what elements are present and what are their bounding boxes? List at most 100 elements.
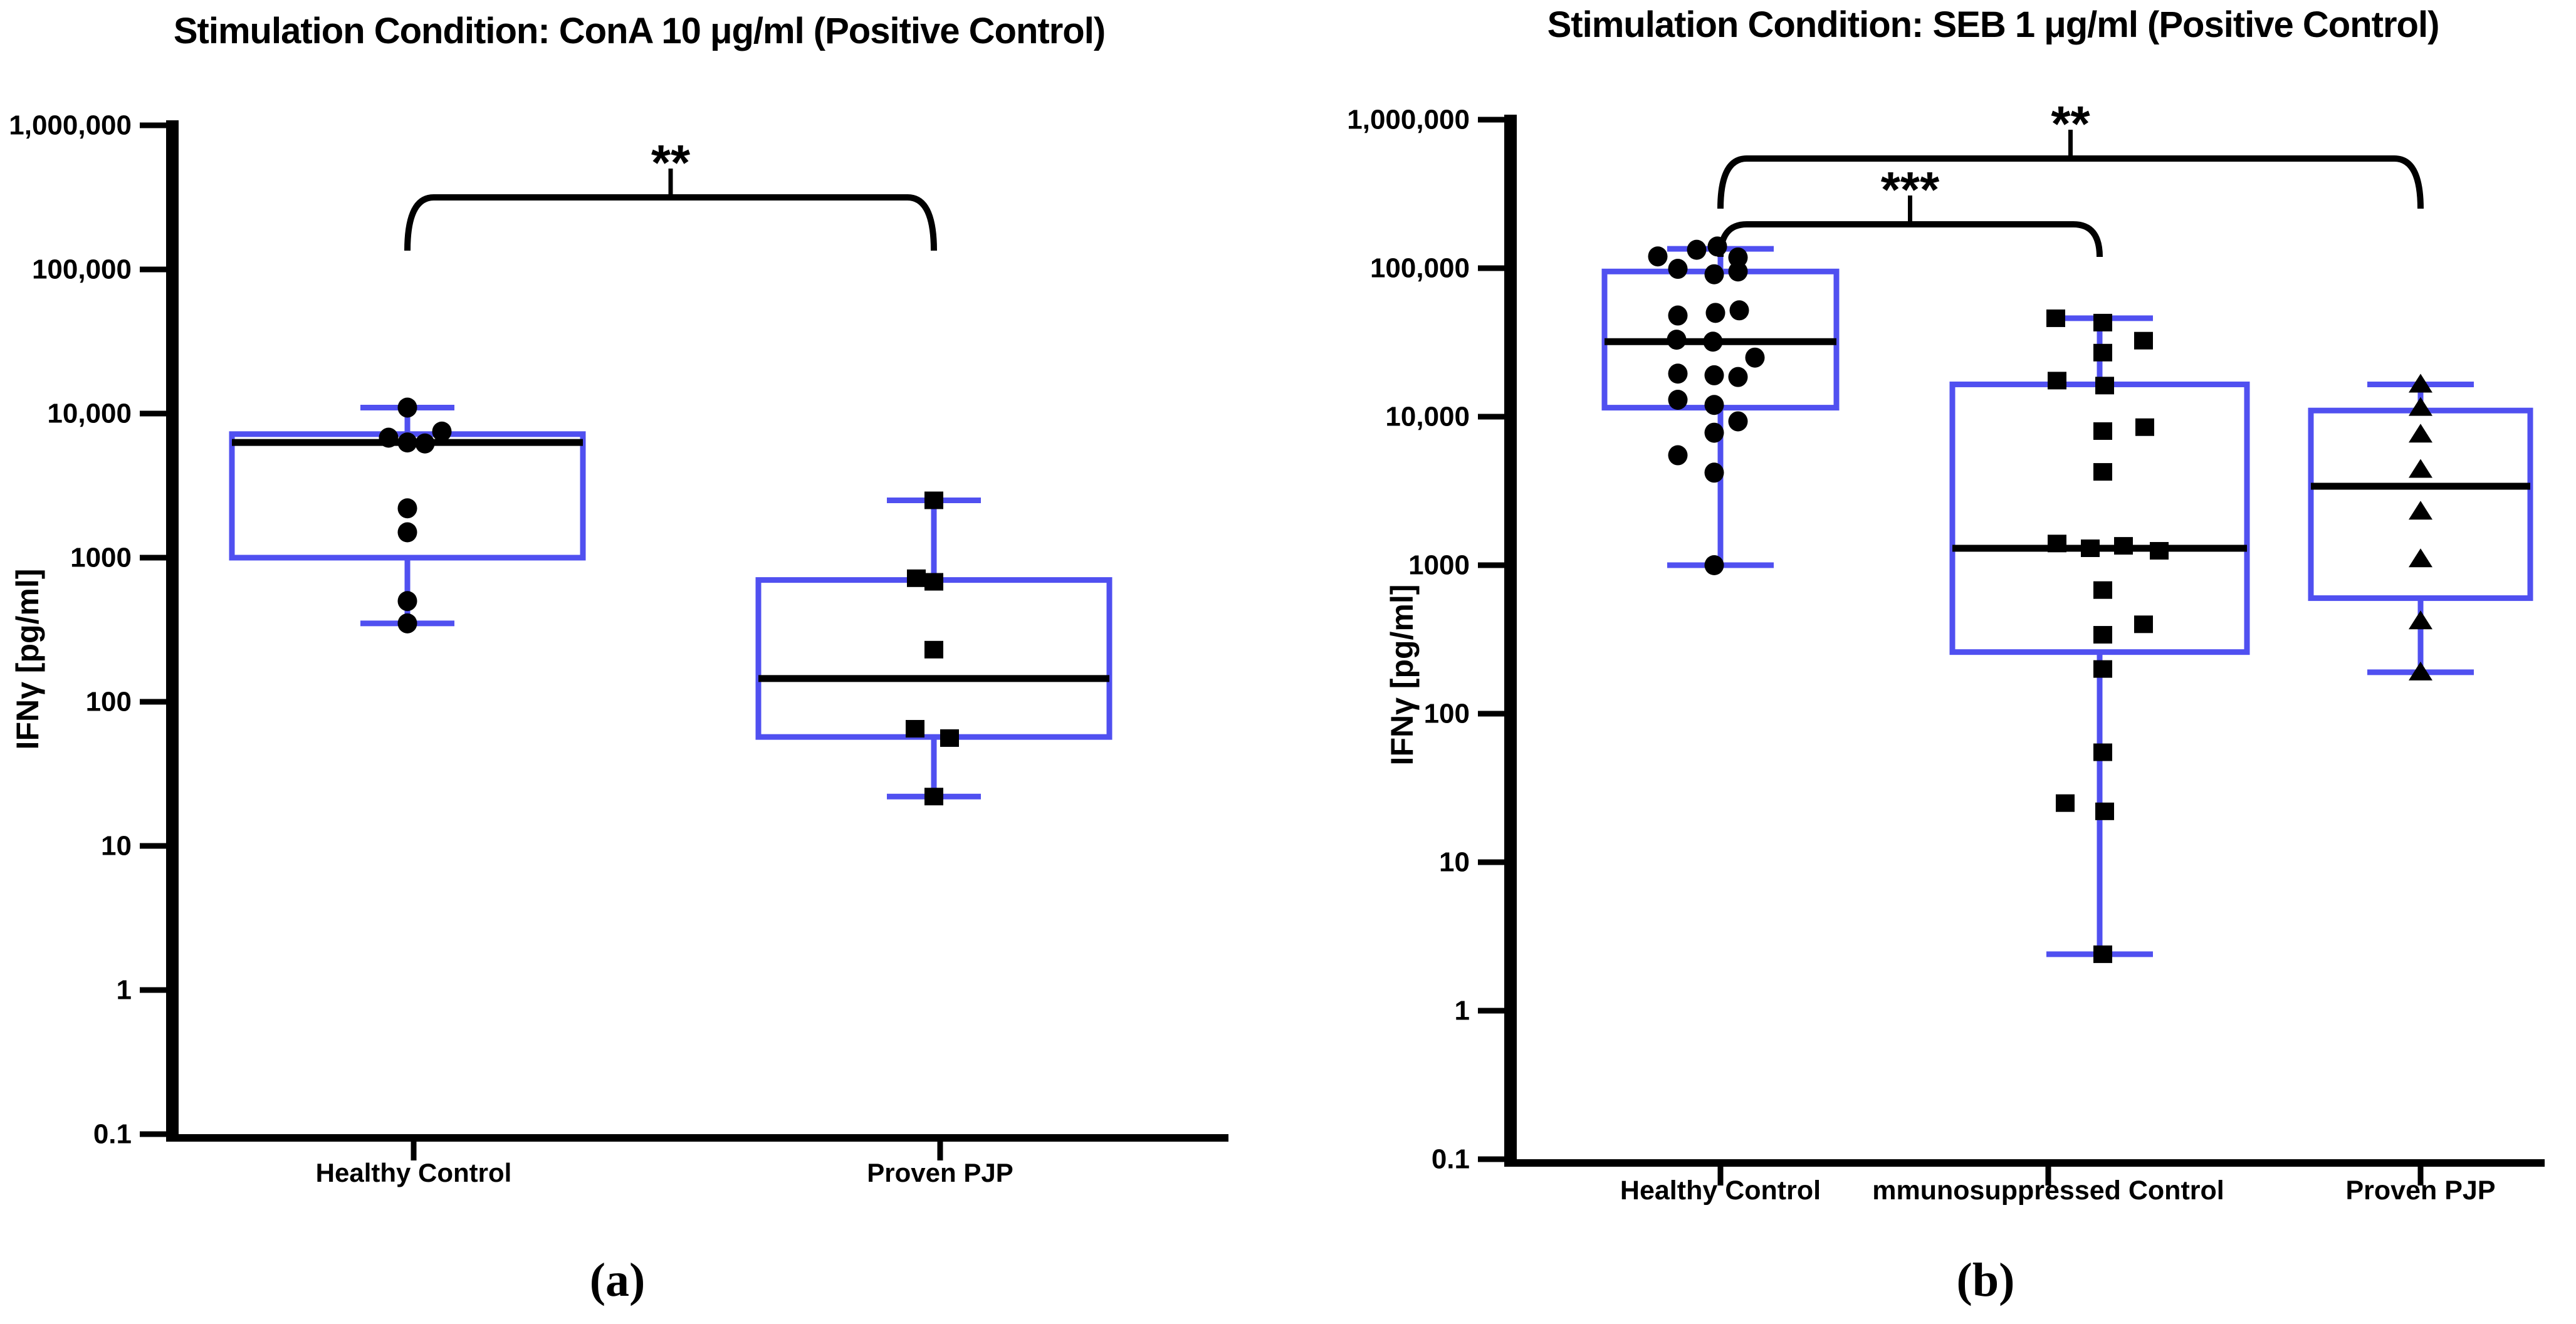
data-point-circle <box>1728 247 1748 268</box>
y-tick-label: 0.1 <box>93 1119 132 1150</box>
data-point-square <box>2095 377 2114 395</box>
y-tick <box>140 699 166 705</box>
y-tick-label: 1000 <box>1408 550 1470 581</box>
y-tick-label: 10 <box>101 831 132 862</box>
data-point-square <box>2134 615 2153 633</box>
x-group-tick <box>411 1142 417 1160</box>
y-tick-label: 100,000 <box>32 254 132 285</box>
data-point-square <box>2093 343 2112 362</box>
y-tick <box>140 266 166 273</box>
y-tick-label: 1000 <box>70 543 132 573</box>
y-tick-label: 10 <box>1439 847 1470 878</box>
data-point-square <box>2114 537 2133 555</box>
data-point-circle <box>1687 239 1707 260</box>
data-point-square <box>2093 581 2112 599</box>
data-point-square <box>924 491 943 509</box>
data-point-square <box>940 729 959 747</box>
y-tick <box>140 987 166 993</box>
panel-a-y-axis-label: IFNγ [pg/ml] <box>10 568 45 750</box>
data-point-circle <box>379 427 399 448</box>
data-point-circle <box>415 433 435 454</box>
significance-bracket <box>404 194 937 251</box>
data-point-circle <box>1728 411 1748 432</box>
data-point-circle <box>1668 305 1688 326</box>
panel-a-title: Stimulation Condition: ConA 10 μg/ml (Po… <box>173 11 1106 51</box>
y-tick-label: 10,000 <box>1385 402 1470 432</box>
significance-label: *** <box>1881 162 1940 217</box>
panel-b-title: Stimulation Condition: SEB 1 μg/ml (Posi… <box>1547 4 2440 45</box>
data-point-circle <box>1668 363 1688 384</box>
y-axis-line <box>166 120 179 1142</box>
data-point-square <box>2093 313 2112 331</box>
y-axis-line <box>1504 115 1517 1167</box>
panel-b-y-axis-label: IFNγ [pg/ml] <box>1385 584 1420 766</box>
y-tick <box>1478 414 1504 420</box>
y-tick <box>1478 562 1504 568</box>
y-tick <box>140 410 166 417</box>
data-point-square <box>924 573 943 591</box>
data-point-circle <box>1704 462 1724 483</box>
x-group-label: mmunosuppressed Control <box>1872 1175 2224 1206</box>
y-tick-label: 1 <box>1455 996 1470 1026</box>
y-tick <box>1478 859 1504 865</box>
y-tick-label: 100,000 <box>1370 253 1470 284</box>
box <box>755 577 1113 740</box>
data-point-square <box>2150 542 2169 560</box>
data-point-triangle <box>2409 373 2432 393</box>
y-tick <box>140 122 166 128</box>
y-tick <box>140 1131 166 1137</box>
data-point-square <box>924 788 943 806</box>
data-point-square <box>2048 534 2066 553</box>
y-tick-label: 1,000,000 <box>1347 105 1470 135</box>
significance-bracket <box>1717 155 2424 209</box>
data-point-square <box>924 640 943 659</box>
y-tick <box>1478 711 1504 717</box>
y-tick <box>1478 117 1504 123</box>
data-point-circle <box>1668 389 1688 410</box>
data-point-square <box>2093 463 2112 481</box>
y-tick-label: 10,000 <box>47 399 132 429</box>
data-point-square <box>2048 372 2066 390</box>
significance-bracket <box>1717 221 2103 258</box>
data-point-circle <box>1705 303 1725 323</box>
data-point-circle <box>1667 330 1687 350</box>
data-point-circle <box>397 591 417 612</box>
data-point-square <box>2135 418 2154 436</box>
y-tick-label: 100 <box>1424 699 1470 729</box>
data-point-circle <box>1704 264 1724 284</box>
data-point-circle <box>1704 395 1724 415</box>
data-point-circle <box>1704 555 1724 575</box>
data-point-circle <box>1745 347 1765 368</box>
x-group-label: Proven PJP <box>2346 1175 2496 1206</box>
y-tick <box>1478 1008 1504 1014</box>
data-point-square <box>2095 802 2114 820</box>
data-point-circle <box>1668 259 1688 279</box>
data-point-square <box>2046 309 2065 327</box>
data-point-square <box>906 720 924 738</box>
data-point-triangle <box>2409 501 2432 520</box>
data-point-square <box>2093 660 2112 678</box>
y-tick-label: 1,000,000 <box>9 110 132 141</box>
y-tick-label: 100 <box>86 687 132 717</box>
x-group-tick <box>1717 1167 1724 1186</box>
x-group-tick <box>2417 1167 2424 1186</box>
y-tick-label: 0.1 <box>1432 1144 1470 1175</box>
x-axis-line <box>1504 1159 2545 1167</box>
data-point-square <box>2093 743 2112 761</box>
data-point-circle <box>1648 246 1668 267</box>
x-axis-line <box>166 1134 1228 1142</box>
data-point-triangle <box>2409 397 2432 416</box>
data-point-circle <box>397 397 417 418</box>
data-point-square <box>2056 794 2075 812</box>
x-group-label: Proven PJP <box>867 1158 1013 1187</box>
x-group-label: Healthy Control <box>1620 1175 1821 1206</box>
data-point-circle <box>432 421 452 442</box>
significance-label: ** <box>651 135 691 190</box>
data-point-triangle <box>2409 661 2432 680</box>
data-point-square <box>2093 626 2112 644</box>
data-point-circle <box>397 613 417 633</box>
significance-label: ** <box>2051 96 2090 152</box>
data-point-triangle <box>2409 459 2432 478</box>
y-tick <box>1478 1156 1504 1162</box>
